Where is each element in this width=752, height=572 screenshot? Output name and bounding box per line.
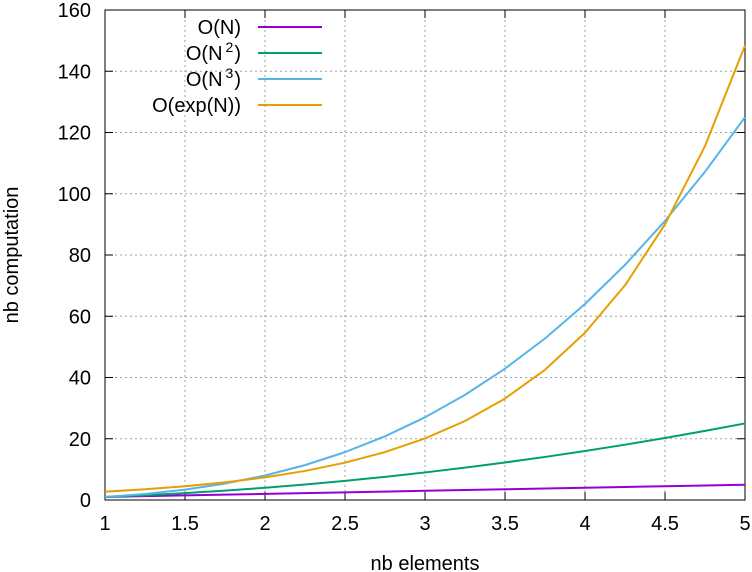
x-tick-label: 2.5 (331, 513, 359, 535)
legend-label: O(exp(N)) (152, 95, 241, 117)
x-tick-label: 3 (419, 513, 430, 535)
series-line (104, 116, 746, 498)
x-tick-label: 3.5 (491, 513, 519, 535)
y-tick-label: 20 (69, 429, 91, 451)
series-line (104, 483, 746, 498)
series-line (104, 422, 746, 498)
x-tick-label: 4 (579, 513, 590, 535)
legend-label: O(N 3) (186, 65, 241, 91)
y-tick-label: 40 (69, 368, 91, 390)
y-tick-label: 80 (69, 245, 91, 267)
y-tick-label: 160 (58, 0, 91, 22)
x-tick-label: 1.5 (171, 513, 199, 535)
x-tick-label: 1 (99, 513, 110, 535)
y-tick-label: 140 (58, 61, 91, 83)
legend-entry: O(exp(N)) (152, 95, 322, 117)
legend-entry: O(N 3) (186, 65, 322, 91)
axis-ticks: 1 1.5 2 2.5 3 3.5 4 4.5 5 0 20 40 60 80 100 120 140 160 (58, 0, 751, 535)
series-lines (104, 45, 746, 498)
y-tick-label: 60 (69, 306, 91, 328)
legend-label: O(N 2) (186, 39, 241, 65)
x-axis-label: nb elements (371, 553, 480, 572)
y-tick-label: 120 (58, 123, 91, 145)
legend-entry: O(N 2) (186, 39, 322, 65)
y-tick-label: 0 (80, 490, 91, 512)
legend-entry: O(N) (198, 17, 322, 39)
y-tick-label: 100 (58, 184, 91, 206)
x-tick-label: 4.5 (651, 513, 679, 535)
legend-label: O(N) (198, 17, 241, 39)
x-tick-label: 2 (259, 513, 270, 535)
y-axis-label: nb computation (1, 187, 23, 324)
x-tick-label: 5 (739, 513, 750, 535)
series-line (104, 45, 746, 493)
legend: O(N)O(N 2)O(N 3) O(exp(N)) (152, 17, 322, 117)
